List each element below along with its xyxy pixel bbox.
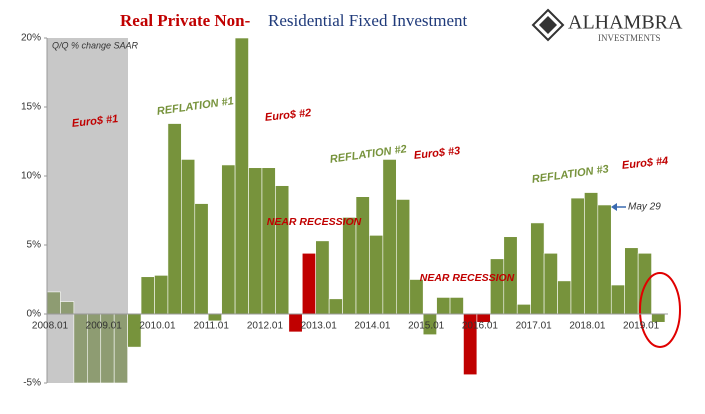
y-tick-label: 0% xyxy=(27,309,42,320)
x-tick-label: 2015.01 xyxy=(408,321,445,332)
note: Q/Q % change SAAR xyxy=(52,40,139,50)
x-tick-label: 2012.01 xyxy=(247,321,284,332)
y-tick-label: 5% xyxy=(27,240,42,251)
logo: ALHAMBRA xyxy=(568,12,683,34)
annotation: Euro$ #4 xyxy=(621,155,668,172)
y-tick-label: 20% xyxy=(21,33,41,44)
bar xyxy=(409,279,424,315)
bar xyxy=(328,298,343,315)
bar xyxy=(221,164,236,315)
x-tick-label: 2009.01 xyxy=(86,321,123,332)
title-part2: Residential Fixed Investment xyxy=(268,11,468,30)
bar xyxy=(396,199,411,315)
bar xyxy=(436,297,451,315)
bar xyxy=(355,196,370,315)
annotation: NEAR RECESSION xyxy=(267,216,362,228)
annotation: NEAR RECESSION xyxy=(420,272,515,284)
bar xyxy=(301,252,316,315)
logo-icon xyxy=(531,8,565,42)
bar xyxy=(597,204,612,315)
bar xyxy=(60,301,75,315)
bar xyxy=(140,276,155,315)
bar xyxy=(382,159,397,315)
bar xyxy=(610,284,625,315)
bar xyxy=(516,304,531,315)
bar xyxy=(449,297,464,315)
title-part1: Real Private Non- xyxy=(120,11,251,30)
bar xyxy=(570,197,585,315)
x-tick-label: 2010.01 xyxy=(139,321,176,332)
bar xyxy=(530,222,545,315)
bar xyxy=(315,240,330,315)
annotation: Euro$ #1 xyxy=(71,113,118,130)
y-tick-label: 15% xyxy=(21,102,41,113)
y-tick-label: -5% xyxy=(23,378,41,389)
bar xyxy=(584,192,599,315)
annotation: Euro$ #2 xyxy=(264,107,311,124)
bar xyxy=(248,167,263,315)
x-tick-label: 2008.01 xyxy=(32,321,69,332)
bar xyxy=(154,275,169,315)
bar xyxy=(369,235,384,315)
bar xyxy=(543,252,558,315)
annotation: May 29 xyxy=(628,202,661,213)
bar xyxy=(194,203,209,315)
logo-sub: INVESTMENTS xyxy=(598,33,661,43)
bar xyxy=(234,37,249,315)
x-tick-label: 2011.01 xyxy=(194,321,230,332)
x-tick-label: 2017.01 xyxy=(516,321,553,332)
bar xyxy=(46,291,61,315)
bar xyxy=(167,123,182,315)
x-tick-label: 2013.01 xyxy=(301,321,338,332)
x-tick-label: 2018.01 xyxy=(569,321,606,332)
bar xyxy=(275,185,290,315)
y-tick-label: 10% xyxy=(21,171,41,182)
x-tick-label: 2016.01 xyxy=(462,321,499,332)
bar xyxy=(261,167,276,315)
bar xyxy=(624,247,639,315)
x-tick-label: 2014.01 xyxy=(354,321,391,332)
x-tick-label: 2019.01 xyxy=(623,321,660,332)
highlight-circle xyxy=(639,272,681,348)
annotation: Euro$ #3 xyxy=(413,145,460,162)
bar xyxy=(181,159,196,315)
bar xyxy=(490,258,505,315)
bar xyxy=(342,217,357,315)
arrow-head xyxy=(611,203,617,211)
bar xyxy=(557,280,572,315)
